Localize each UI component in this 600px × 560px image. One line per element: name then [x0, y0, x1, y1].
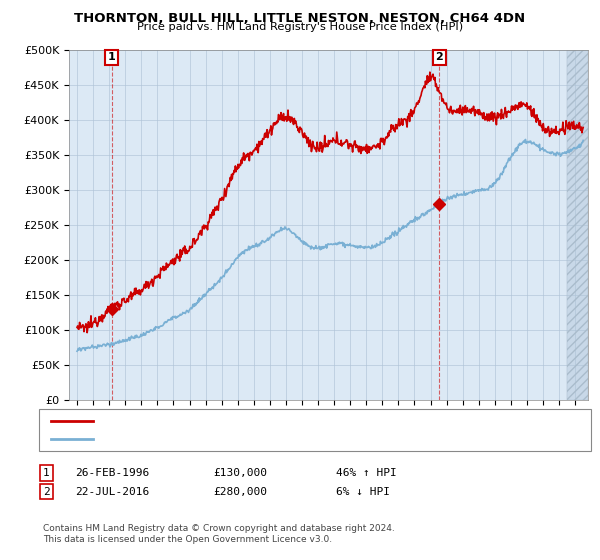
Text: £130,000: £130,000 [213, 468, 267, 478]
Text: THORNTON, BULL HILL, LITTLE NESTON, NESTON, CH64 4DN (detached house): THORNTON, BULL HILL, LITTLE NESTON, NEST… [102, 416, 494, 426]
Text: Price paid vs. HM Land Registry's House Price Index (HPI): Price paid vs. HM Land Registry's House … [137, 22, 463, 32]
Text: 6% ↓ HPI: 6% ↓ HPI [336, 487, 390, 497]
Text: 1: 1 [108, 53, 115, 62]
Text: £280,000: £280,000 [213, 487, 267, 497]
Text: THORNTON, BULL HILL, LITTLE NESTON, NESTON, CH64 4DN: THORNTON, BULL HILL, LITTLE NESTON, NEST… [74, 12, 526, 25]
Bar [567, 50, 588, 400]
Bar [567, 50, 588, 400]
Text: 2: 2 [43, 487, 50, 497]
Text: 2: 2 [436, 53, 443, 62]
Text: HPI: Average price, detached house, Cheshire West and Chester: HPI: Average price, detached house, Ches… [102, 434, 422, 444]
Text: 1: 1 [43, 468, 50, 478]
Text: 46% ↑ HPI: 46% ↑ HPI [336, 468, 397, 478]
Text: This data is licensed under the Open Government Licence v3.0.: This data is licensed under the Open Gov… [43, 534, 332, 544]
Text: 26-FEB-1996: 26-FEB-1996 [75, 468, 149, 478]
Text: 22-JUL-2016: 22-JUL-2016 [75, 487, 149, 497]
Text: Contains HM Land Registry data © Crown copyright and database right 2024.: Contains HM Land Registry data © Crown c… [43, 524, 395, 533]
